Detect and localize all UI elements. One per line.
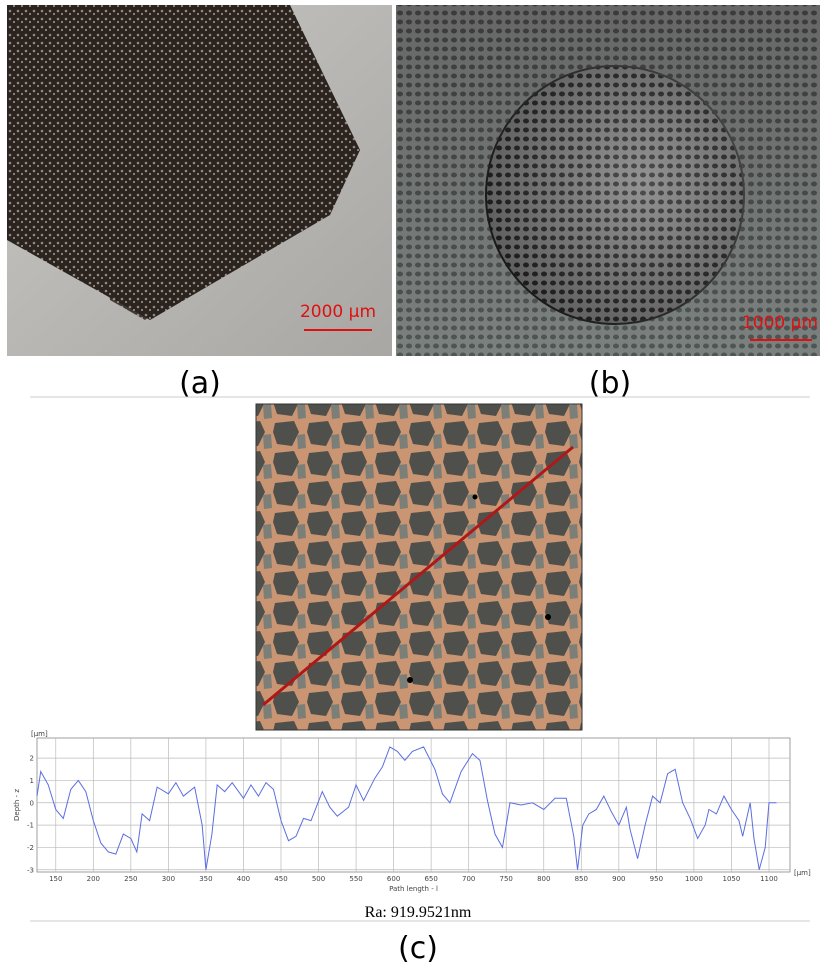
y-tick-label: 0 bbox=[30, 799, 34, 807]
x-tick-label: 450 bbox=[274, 875, 287, 883]
y-unit: [µm] bbox=[31, 730, 48, 738]
caption: (a) bbox=[179, 366, 221, 401]
x-tick-label: 550 bbox=[349, 875, 362, 883]
y-tick-label: -1 bbox=[27, 822, 34, 830]
photo-b: 1000 µm bbox=[396, 5, 820, 356]
x-tick-label: 200 bbox=[87, 875, 100, 883]
scale-bar-label: 2000 µm bbox=[300, 302, 376, 322]
y-tick-label: -3 bbox=[27, 866, 34, 874]
x-tick-label: 950 bbox=[650, 875, 663, 883]
x-tick-label: 250 bbox=[124, 875, 137, 883]
x-tick-label: 350 bbox=[199, 875, 212, 883]
y-tick-label: 2 bbox=[30, 755, 34, 763]
x-axis-label: Path length - l bbox=[389, 885, 438, 893]
x-tick-label: 850 bbox=[575, 875, 588, 883]
profile-chart: 2 1 0 -1 -2 -3 150 200 250 300 350 400 450 500 550 600 6… bbox=[13, 730, 811, 893]
x-tick-label: 700 bbox=[462, 875, 475, 883]
y-tick-label: 1 bbox=[30, 777, 34, 785]
caption: (c) bbox=[398, 931, 438, 966]
x-tick-label: 1050 bbox=[723, 875, 741, 883]
x-tick-label: 400 bbox=[237, 875, 250, 883]
x-unit: [µm] bbox=[794, 869, 811, 877]
caption: (b) bbox=[589, 366, 631, 401]
x-tick-label: 500 bbox=[312, 875, 325, 883]
profile-line bbox=[36, 746, 777, 870]
y-tick-label: -2 bbox=[27, 844, 34, 852]
plot-area bbox=[36, 737, 791, 873]
ra-value: Ra: 919.9521nm bbox=[365, 904, 472, 921]
x-tick-label: 1100 bbox=[760, 875, 778, 883]
y-axis-label: Depth - z bbox=[13, 789, 21, 821]
x-tick-label: 600 bbox=[387, 875, 400, 883]
scale-bar-label: 1000 µm bbox=[742, 313, 818, 333]
x-tick-label: 1000 bbox=[685, 875, 703, 883]
x-tick-label: 650 bbox=[424, 875, 437, 883]
x-tick-label: 800 bbox=[537, 875, 550, 883]
x-tick-label: 300 bbox=[162, 875, 175, 883]
x-tick-label: 150 bbox=[49, 875, 62, 883]
photo-a: 2000 µm bbox=[7, 5, 392, 356]
x-tick-label: 750 bbox=[500, 875, 513, 883]
x-tick-label: 900 bbox=[612, 875, 625, 883]
photo-c bbox=[255, 403, 583, 731]
